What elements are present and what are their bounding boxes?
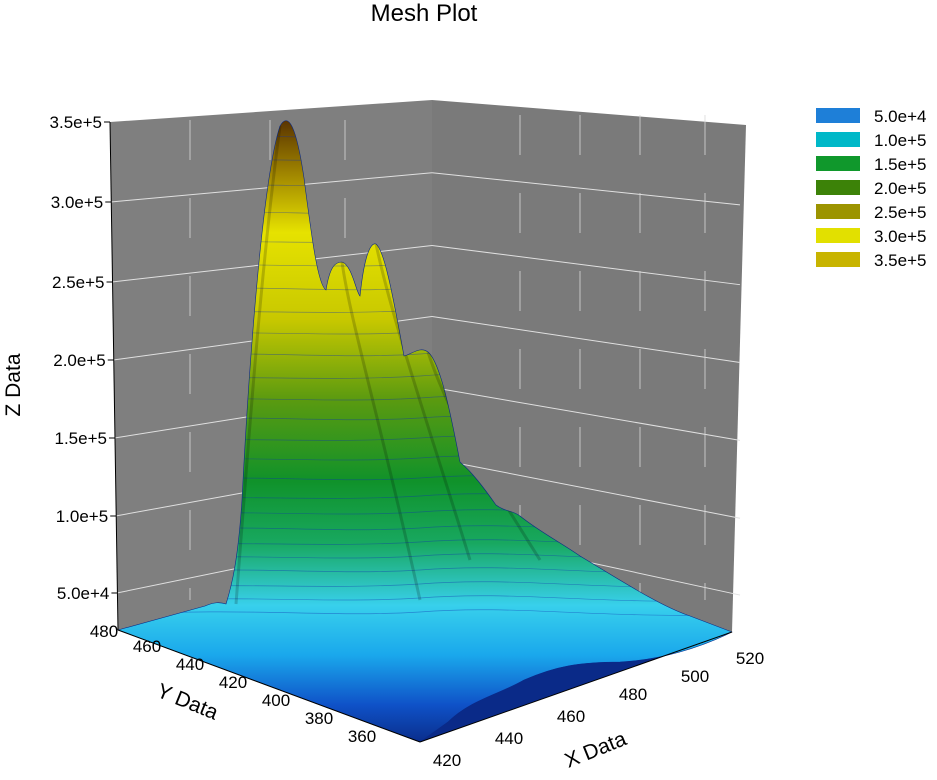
legend-swatch: [816, 132, 860, 147]
legend-swatch: [816, 156, 860, 171]
legend-label: 3.5e+5: [874, 251, 926, 270]
x-tick-label: 460: [557, 707, 585, 726]
legend-label: 1.0e+5: [874, 131, 926, 150]
wall-gridline: [431, 457, 741, 519]
contour-line: [118, 609, 732, 617]
y-axis-line: [117, 629, 421, 743]
y-tick-label: 420: [219, 673, 247, 692]
x-tick-label: 440: [495, 729, 523, 748]
z-tick-label: 5.0e+4: [57, 584, 109, 603]
legend-label: 1.5e+5: [874, 155, 926, 174]
ridge-shade: [374, 243, 472, 561]
y-axis-title: Y Data: [154, 679, 222, 724]
legend-swatch: [816, 252, 860, 267]
legend-swatch: [816, 204, 860, 219]
x-axis-title: X Data: [561, 727, 629, 772]
y-tick-label: 440: [176, 655, 204, 674]
legend-label: 5.0e+4: [874, 107, 926, 126]
x-tick-label: 480: [619, 685, 647, 704]
legend-label: 3.0e+5: [874, 227, 926, 246]
legend: 5.0e+4 1.0e+5 1.5e+5 2.0e+5 2.5e+5 3.0e+5 3.5e…: [816, 107, 926, 270]
x-axis-line: [419, 631, 733, 743]
ridge-shade: [234, 125, 282, 605]
wall-gridline: [431, 172, 741, 206]
back-wall-right: [432, 100, 746, 632]
y-tick-label: 400: [262, 691, 290, 710]
wall-gridline: [431, 245, 741, 286]
surface-body: [117, 120, 733, 743]
y-tick-label: 380: [305, 709, 333, 728]
x-tick-label: 520: [736, 649, 764, 668]
z-tick-label: 2.5e+5: [52, 273, 104, 292]
y-tick-label: 480: [90, 622, 118, 641]
ridge-shade: [340, 261, 422, 601]
z-tick-label: 3.0e+5: [51, 193, 103, 212]
z-tick-label: 3.5e+5: [50, 113, 102, 132]
y-tick-label: 360: [348, 727, 376, 746]
z-tick-label: 1.0e+5: [56, 507, 108, 526]
legend-swatch: [816, 108, 860, 123]
y-tick-label: 460: [133, 637, 161, 656]
z-axis-title: Z Data: [2, 353, 25, 416]
z-axis-line: [109, 121, 119, 631]
legend-swatch: [816, 228, 860, 243]
z-tick-label: 1.5e+5: [54, 429, 106, 448]
wall-gridline: [431, 386, 741, 441]
legend-swatch: [816, 180, 860, 195]
x-tick-label: 500: [681, 667, 709, 686]
chart-title: Mesh Plot: [371, 0, 478, 27]
legend-label: 2.0e+5: [874, 179, 926, 198]
wall-gridline: [431, 315, 741, 364]
z-tick-label: 2.0e+5: [53, 351, 105, 370]
x-tick-label: 420: [433, 751, 461, 770]
legend-label: 2.5e+5: [874, 203, 926, 222]
